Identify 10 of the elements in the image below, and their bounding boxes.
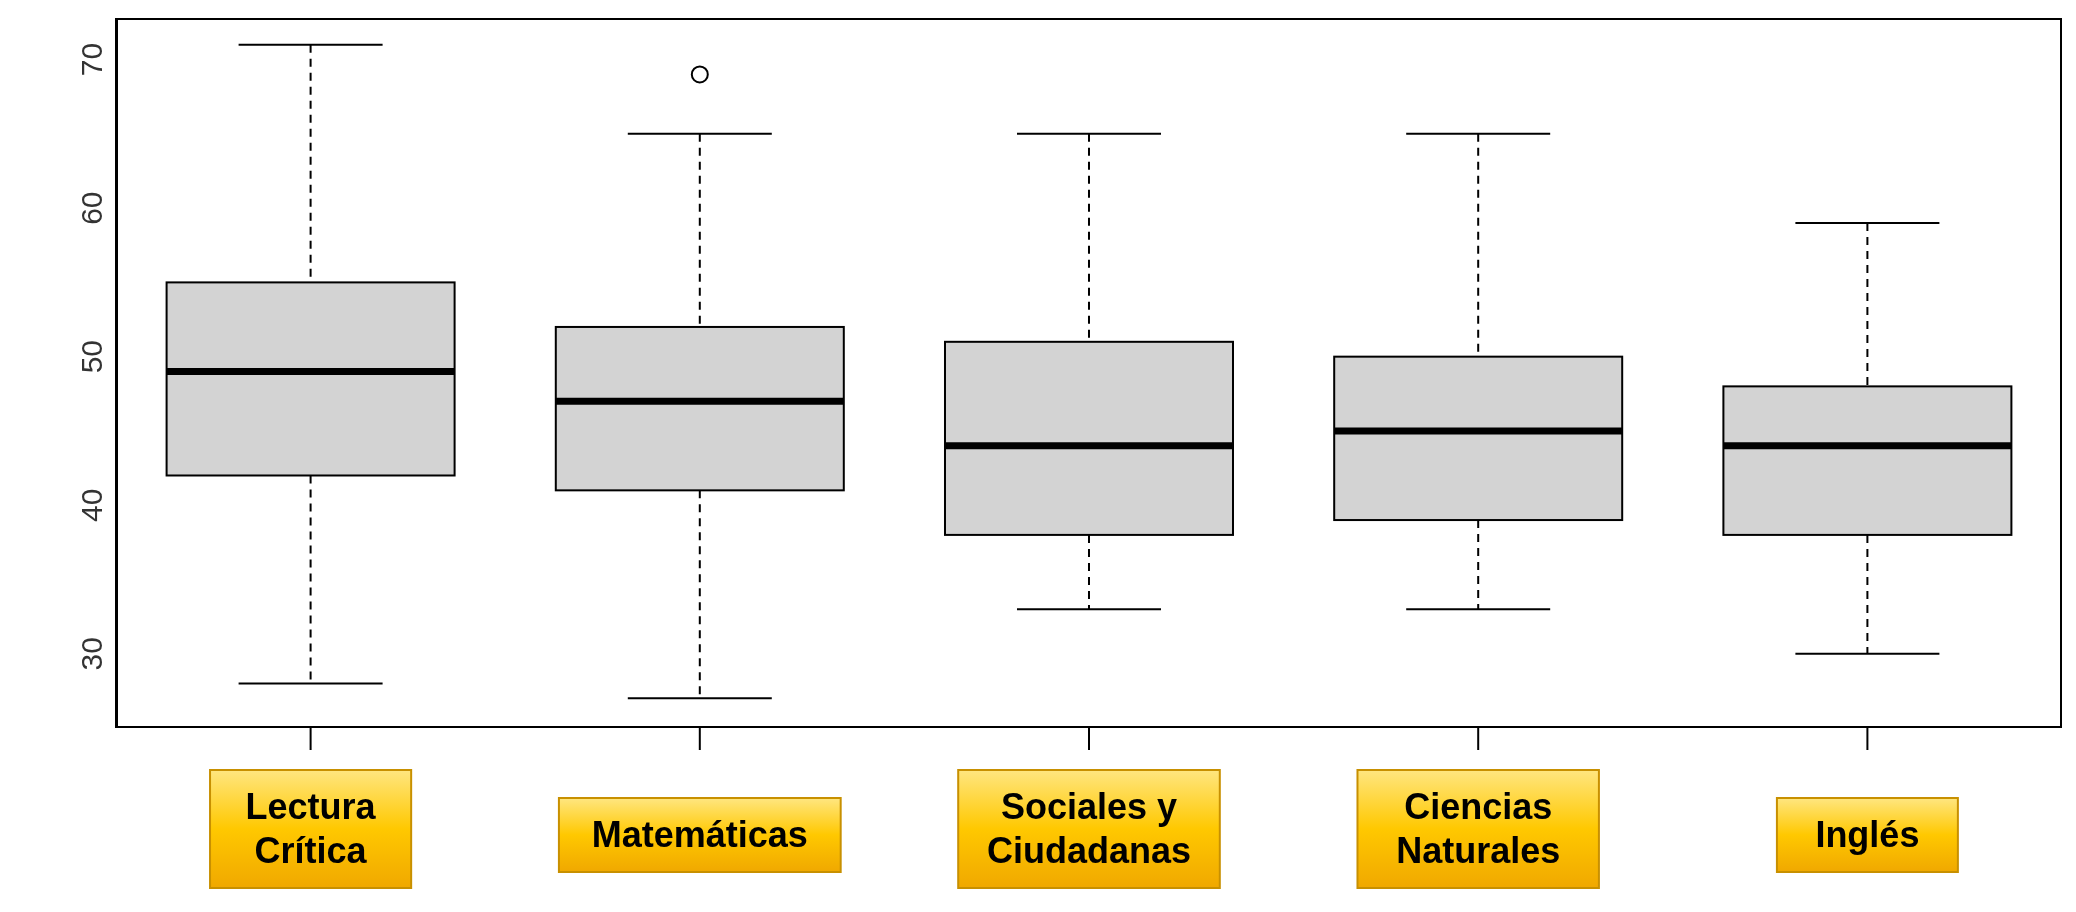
x-tick-label: Matemáticas — [591, 814, 808, 855]
y-tick-label: 50 — [75, 339, 108, 374]
y-tick-label: 60 — [75, 191, 108, 225]
x-tick-label: Inglés — [1815, 814, 1920, 855]
y-tick-label: 40 — [75, 488, 108, 522]
x-tick-label: Sociales y Ciudadanas — [986, 786, 1192, 871]
x-tick-label: Lectura Crítica — [245, 786, 377, 871]
y-tick-label: 30 — [75, 637, 108, 671]
x-tick-label: Ciencias Naturales — [1396, 786, 1561, 871]
y-tick-label: 70 — [75, 42, 108, 77]
